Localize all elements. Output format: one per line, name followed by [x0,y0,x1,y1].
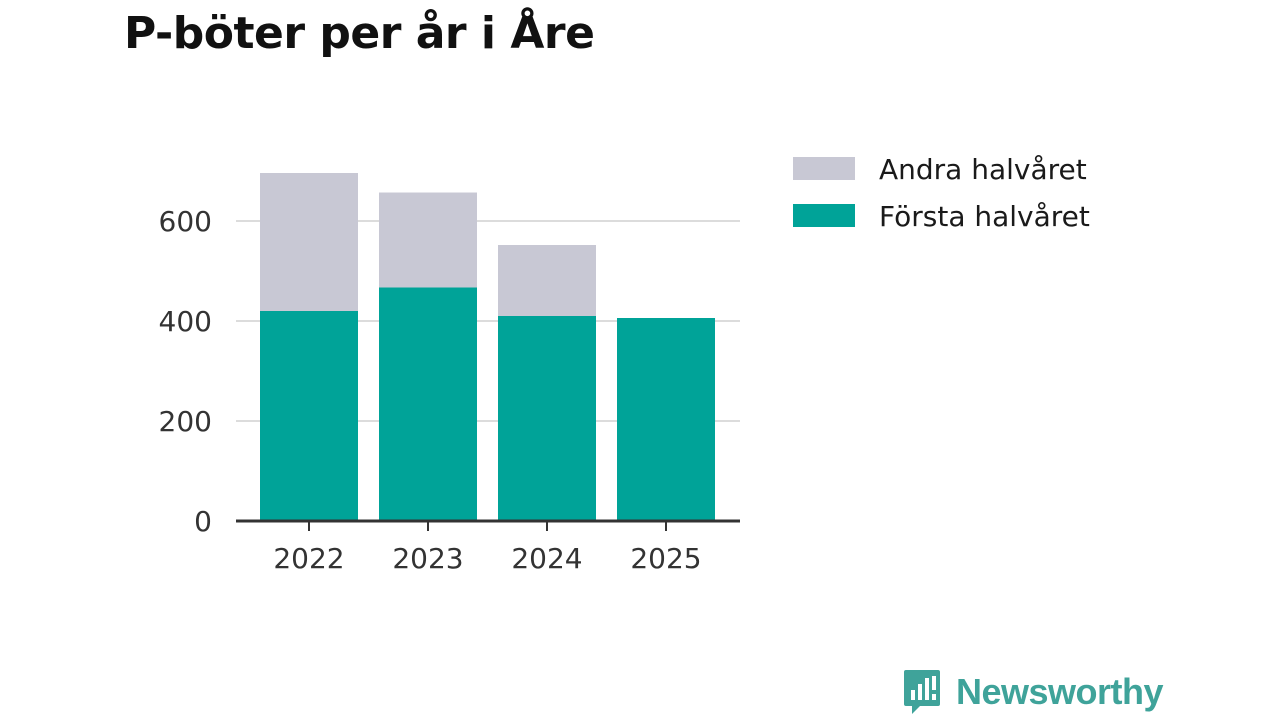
bars [260,173,715,521]
chart-title: P-böter per år i Åre [124,8,595,59]
bar-2022-andra-halvåret [260,173,358,311]
y-axis-ticks: 0 200 400 600 [159,205,212,538]
legend-label: Första halvåret [879,200,1090,233]
newsworthy-logo: Newsworthy [902,668,1164,716]
x-tick-label: 2024 [511,542,582,575]
bar-2022-första-halvåret [260,311,358,521]
newsworthy-brand-name: Newsworthy [956,671,1164,712]
y-tick-label: 0 [194,505,212,538]
newsworthy-logo-icon [904,670,940,714]
x-axis-ticks: 2022 2023 2024 2025 [273,521,702,575]
bar-2024-andra-halvåret [498,245,596,316]
y-tick-label: 200 [159,405,212,438]
bar-2023-första-halvåret [379,287,477,521]
bar-2024-första-halvåret [498,316,596,521]
y-tick-label: 600 [159,205,212,238]
legend-swatch [793,157,855,180]
legend-label: Andra halvåret [879,153,1087,186]
x-tick-label: 2023 [392,542,463,575]
bar-2025-första-halvåret [617,318,715,521]
bar-2023-andra-halvåret [379,192,477,288]
legend: Andra halvåret Första halvåret [793,153,1090,233]
legend-swatch [793,204,855,227]
x-tick-label: 2025 [630,542,701,575]
y-tick-label: 400 [159,305,212,338]
x-tick-label: 2022 [273,542,344,575]
